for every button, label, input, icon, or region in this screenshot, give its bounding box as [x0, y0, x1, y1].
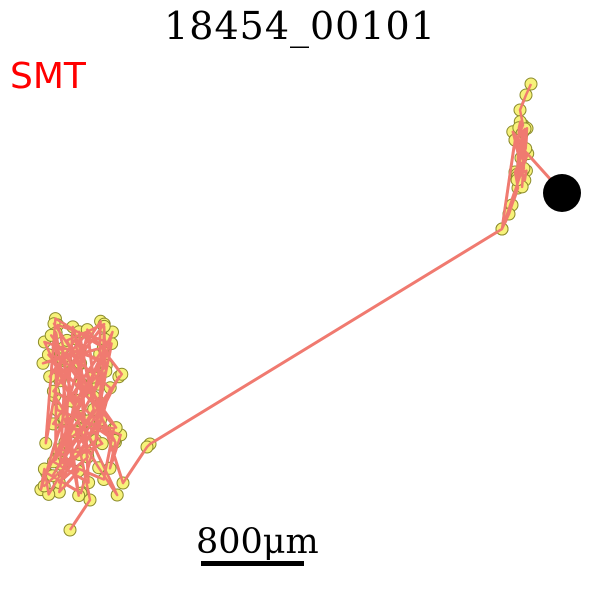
- trajectory-track: [39, 83, 562, 531]
- scale-bar-label: 800μm: [196, 522, 319, 562]
- scale-bar: [201, 561, 304, 566]
- trajectory-line-overlay: [39, 83, 562, 531]
- trajectory-line: [39, 83, 562, 531]
- condition-tag: SMT: [10, 56, 86, 97]
- plot-title: 18454_00101: [164, 4, 436, 48]
- end-position-marker: [543, 174, 581, 212]
